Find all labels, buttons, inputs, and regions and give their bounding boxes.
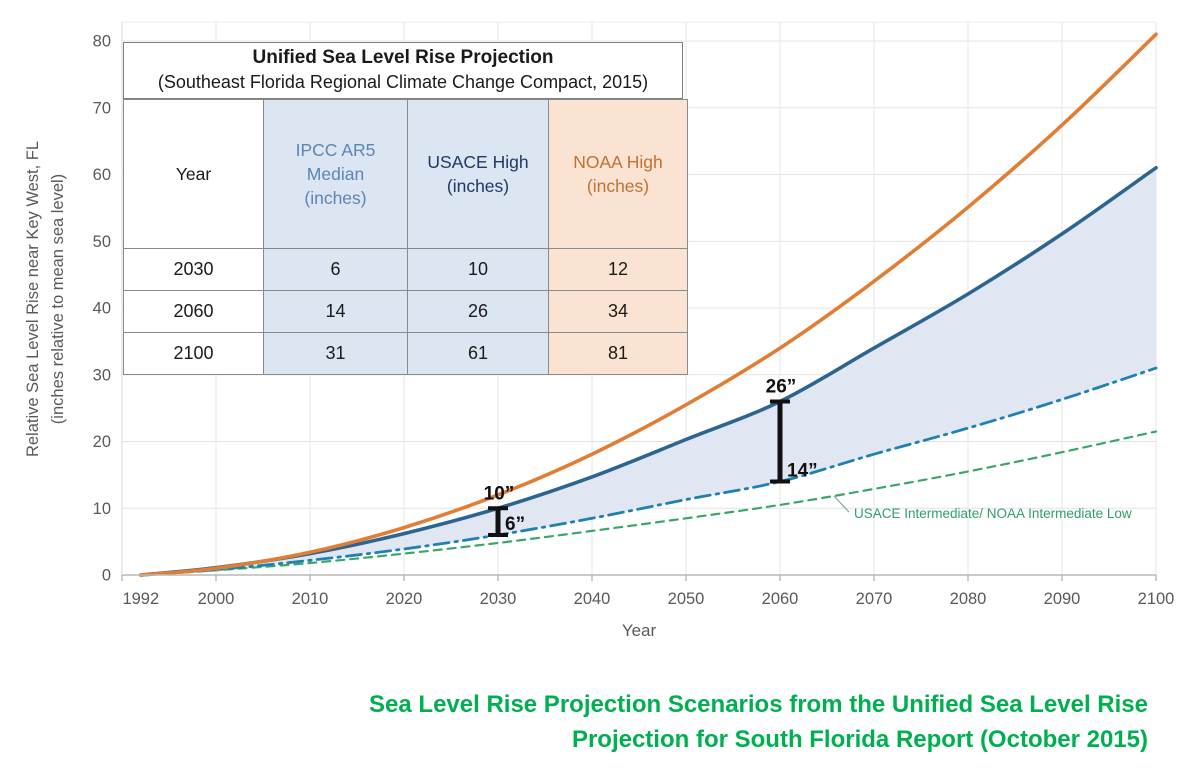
annotation-upper-label-2030: 10” (484, 483, 515, 504)
table-title: Unified Sea Level Rise Projection (252, 47, 554, 68)
projection-band (140, 167, 1157, 576)
y-tick-label: 40 (93, 300, 111, 318)
x-tick-label: 2080 (950, 590, 987, 608)
y-tick-label: 60 (93, 166, 111, 184)
series-line-ipcc-ar5-median (139, 366, 1158, 577)
x-tick-label: 2040 (574, 590, 611, 608)
y-tick-label: 10 (93, 500, 111, 518)
x-tick-label: 1992 (122, 590, 159, 608)
cell-noaa: 34 (548, 290, 688, 333)
caption-line2: Projection for South Florida Report (Oct… (571, 726, 1148, 753)
column-header-ipcc: IPCC AR5 Median (inches) (263, 99, 408, 249)
series-lines (139, 32, 1158, 577)
cell-year: 2100 (123, 332, 264, 375)
x-tick-label: 2070 (856, 590, 893, 608)
x-tick-label: 2020 (386, 590, 423, 608)
x-tick-label: 2050 (668, 590, 705, 608)
series-line-noaa-high (139, 32, 1158, 577)
column-header-year: Year (123, 99, 264, 249)
cell-year: 2060 (123, 290, 264, 333)
table-title-box: Unified Sea Level Rise Projection (South… (123, 42, 683, 99)
column-header-usace: USACE High (inches) (407, 99, 549, 249)
x-tick-label: 2000 (198, 590, 235, 608)
annotation-lower-label-2030: 6” (505, 514, 525, 535)
series-line-usace-intermediate-noaa-intermediate-low (139, 430, 1158, 577)
x-tick-label: 2010 (292, 590, 329, 608)
y-tick-label: 30 (93, 366, 111, 384)
table-row: 2030 6 10 12 (123, 248, 688, 291)
y-tick-label: 50 (93, 233, 111, 251)
y-tick-label: 20 (93, 433, 111, 451)
projection-table: Unified Sea Level Rise Projection (South… (123, 42, 688, 375)
caption-line1: Sea Level Rise Projection Scenarios from… (369, 691, 1148, 718)
table-grid: Year IPCC AR5 Median (inches) USACE High… (123, 99, 688, 375)
cell-ipcc: 31 (263, 332, 408, 375)
cell-usace: 10 (407, 248, 549, 291)
tick-labels: 1992 2000 2010 2020 2030 2040 2050 2060 2070 2080… (93, 33, 1175, 609)
cell-ipcc: 14 (263, 290, 408, 333)
x-tick-label: 2090 (1044, 590, 1081, 608)
y-tick-label: 80 (93, 33, 111, 51)
x-tick-label: 2030 (480, 590, 517, 608)
annotation-upper-label-2060: 26” (766, 376, 797, 397)
x-axis-title: Year (622, 621, 657, 640)
y-tick-label: 0 (102, 567, 111, 585)
table-row: 2100 31 61 81 (123, 332, 688, 375)
x-tick-label: 2100 (1138, 590, 1175, 608)
cell-usace: 61 (407, 332, 549, 375)
y-axis-title-line1: Relative Sea Level Rise near Key West, F… (24, 141, 42, 457)
band-usace-high-to-ipcc-median (140, 167, 1157, 576)
y-axis-title-line2: (inches relative to mean sea level) (49, 174, 67, 424)
figure-caption: Sea Level Rise Projection Scenarios from… (260, 687, 1148, 757)
cell-year: 2030 (123, 248, 264, 291)
y-tick-label: 70 (93, 99, 111, 117)
table-row: 2060 14 26 34 (123, 290, 688, 333)
annotation-lower-label-2060: 14” (787, 461, 818, 482)
annotations: 10” 6” 26” 14” (484, 376, 818, 537)
cell-ipcc: 6 (263, 248, 408, 291)
cell-noaa: 12 (548, 248, 688, 291)
table-header-row: Year IPCC AR5 Median (inches) USACE High… (123, 99, 688, 249)
cell-noaa: 81 (548, 332, 688, 375)
table-subtitle: (Southeast Florida Regional Climate Chan… (157, 72, 649, 92)
axes (121, 22, 1157, 581)
x-tick-label: 2060 (762, 590, 799, 608)
curve-label-leader-line (833, 495, 850, 513)
column-header-noaa: NOAA High (inches) (548, 99, 688, 249)
cell-usace: 26 (407, 290, 549, 333)
curve-label-intermediate-low: USACE Intermediate/ NOAA Intermediate Lo… (854, 506, 1132, 521)
